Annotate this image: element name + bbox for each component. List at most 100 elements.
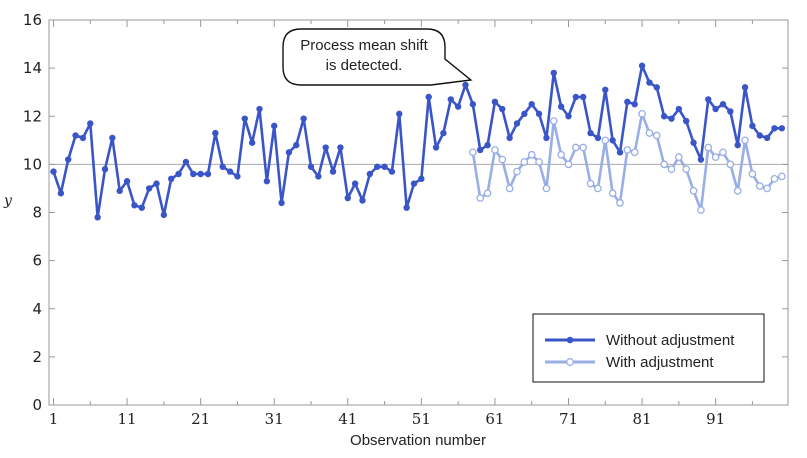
x-tick-label: 61 <box>485 410 504 428</box>
data-point-without-adjustment <box>646 79 653 86</box>
data-point-without-adjustment <box>263 178 271 185</box>
data-point-with-adjustment <box>527 150 536 159</box>
data-point-without-adjustment <box>741 84 749 91</box>
x-tick-label: 81 <box>633 410 652 428</box>
data-point-without-adjustment <box>65 156 72 163</box>
data-point-without-adjustment <box>271 122 278 130</box>
legend-marker-without-adjustment <box>566 336 574 344</box>
data-point-without-adjustment <box>763 134 771 142</box>
data-point-without-adjustment <box>705 96 712 103</box>
data-point-without-adjustment <box>160 211 168 219</box>
data-point-without-adjustment <box>197 170 204 178</box>
data-point-without-adjustment <box>94 214 101 221</box>
data-point-with-adjustment <box>601 136 610 145</box>
data-point-without-adjustment <box>572 93 580 101</box>
data-point-without-adjustment <box>300 115 307 122</box>
data-point-with-adjustment <box>513 167 521 176</box>
data-point-without-adjustment <box>359 197 366 204</box>
data-point-without-adjustment <box>79 134 87 142</box>
data-point-with-adjustment <box>468 148 477 157</box>
data-point-with-adjustment <box>638 109 646 118</box>
data-point-with-adjustment <box>616 199 624 207</box>
data-point-without-adjustment <box>719 101 727 108</box>
legend: Without adjustment With adjustment <box>532 313 765 383</box>
y-axis: 0 2 4 6 8 10 12 14 16 <box>23 11 788 414</box>
data-point-without-adjustment <box>241 115 248 122</box>
x-tick-label: 1 <box>49 410 59 428</box>
data-point-without-adjustment <box>219 163 226 170</box>
data-point-without-adjustment <box>153 180 160 187</box>
data-point-without-adjustment <box>168 175 175 183</box>
x-tick-label: 21 <box>191 410 210 428</box>
y-tick-label: 8 <box>32 204 42 222</box>
data-point-with-adjustment <box>719 148 727 157</box>
y-tick-label: 14 <box>23 59 42 77</box>
data-point-without-adjustment <box>778 125 786 132</box>
data-point-without-adjustment <box>182 158 190 166</box>
data-point-without-adjustment <box>337 144 344 151</box>
data-point-with-adjustment <box>476 194 485 202</box>
data-point-without-adjustment <box>683 117 690 125</box>
data-point-without-adjustment <box>491 98 499 106</box>
data-point-with-adjustment <box>579 143 588 152</box>
legend-label-with-adjustment: With adjustment <box>606 354 714 371</box>
data-point-without-adjustment <box>307 163 315 170</box>
data-point-without-adjustment <box>366 170 374 178</box>
data-point-with-adjustment <box>660 160 668 169</box>
data-point-without-adjustment <box>87 120 94 127</box>
data-point-without-adjustment <box>50 168 57 175</box>
y-tick-label: 0 <box>32 396 42 414</box>
y-tick-label: 12 <box>23 107 42 125</box>
data-point-with-adjustment <box>557 150 565 159</box>
data-point-without-adjustment <box>499 105 506 113</box>
y-axis-label: y <box>3 193 13 209</box>
data-point-without-adjustment <box>557 103 565 110</box>
data-point-without-adjustment <box>418 175 425 183</box>
data-point-without-adjustment <box>315 173 322 180</box>
data-point-with-adjustment <box>682 165 691 174</box>
data-point-without-adjustment <box>403 204 410 211</box>
data-point-without-adjustment <box>587 129 594 137</box>
data-point-with-adjustment <box>748 170 757 178</box>
data-point-without-adjustment <box>756 132 763 139</box>
data-point-without-adjustment <box>72 132 79 139</box>
data-point-with-adjustment <box>520 158 529 166</box>
x-axis-label: Observation number <box>350 432 486 449</box>
data-point-without-adjustment <box>727 108 734 115</box>
legend-box <box>532 313 765 383</box>
data-point-with-adjustment <box>741 136 749 145</box>
data-point-without-adjustment <box>749 122 756 130</box>
data-point-without-adjustment <box>226 168 234 175</box>
data-point-without-adjustment <box>190 170 197 178</box>
data-point-without-adjustment <box>624 98 631 106</box>
data-point-without-adjustment <box>123 178 131 185</box>
data-point-without-adjustment <box>513 120 521 127</box>
data-point-without-adjustment <box>175 170 182 178</box>
data-point-with-adjustment <box>535 158 543 166</box>
legend-label-without-adjustment: Without adjustment <box>606 332 735 349</box>
data-point-with-adjustment <box>542 184 551 193</box>
data-point-without-adjustment <box>329 168 337 175</box>
data-point-with-adjustment <box>704 143 713 152</box>
y-tick-label: 10 <box>23 155 42 173</box>
data-point-without-adjustment <box>638 62 646 69</box>
data-point-without-adjustment <box>543 134 550 142</box>
data-point-without-adjustment <box>109 134 116 142</box>
series-layer <box>50 62 786 221</box>
data-point-with-adjustment <box>711 153 720 162</box>
data-point-without-adjustment <box>278 199 285 207</box>
data-point-without-adjustment <box>580 93 587 101</box>
data-point-without-adjustment <box>256 105 263 113</box>
data-point-without-adjustment <box>57 190 65 197</box>
data-point-without-adjustment <box>344 194 351 202</box>
data-point-without-adjustment <box>234 173 241 180</box>
callout-line-2: is detected. <box>326 57 403 74</box>
data-point-without-adjustment <box>771 125 778 132</box>
data-point-without-adjustment <box>660 113 668 120</box>
data-point-without-adjustment <box>131 202 138 209</box>
y-tick-label: 4 <box>32 300 42 318</box>
data-point-with-adjustment <box>674 153 683 162</box>
data-point-without-adjustment <box>285 149 293 156</box>
data-point-with-adjustment <box>652 131 661 140</box>
